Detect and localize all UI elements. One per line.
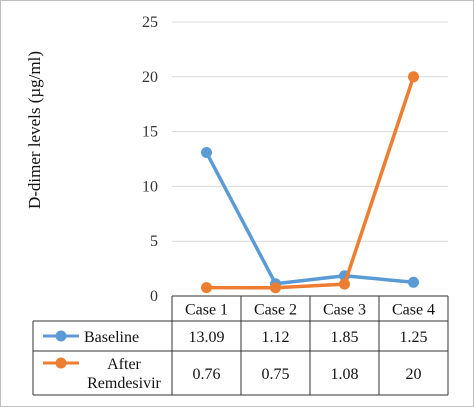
data-value: 0.76 — [193, 366, 221, 383]
data-value: 1.85 — [331, 329, 359, 346]
y-tick-label: 25 — [142, 14, 158, 31]
data-point — [201, 282, 212, 294]
gridlines — [172, 21, 448, 242]
data-table: Case 1 Case 2 Case 3 Case 4 Baseline 13.09 1.1… — [32, 295, 449, 396]
data-value: 0.75 — [262, 366, 290, 383]
data-point — [339, 278, 350, 290]
data-point — [408, 276, 419, 288]
data-point — [270, 282, 281, 294]
y-tick-label: 20 — [142, 69, 158, 86]
legend-key-marker — [55, 357, 67, 369]
y-tick-label: 15 — [142, 124, 158, 141]
data-point — [201, 147, 212, 159]
data-value: 1.08 — [331, 366, 359, 383]
legend-entry: After Remdesivir — [87, 356, 161, 392]
category-label: Case 2 — [254, 302, 297, 319]
data-value: 1.25 — [400, 329, 428, 346]
legend-key-marker — [55, 330, 67, 342]
category-label: Case 1 — [185, 302, 228, 319]
series-line — [206, 76, 416, 290]
data-value: 20 — [406, 366, 422, 383]
data-value: 1.12 — [262, 329, 290, 346]
y-tick-label: 5 — [150, 233, 158, 250]
y-axis-label: D-dimer levels (µg/ml) — [25, 51, 44, 209]
category-label: Case 3 — [323, 302, 366, 319]
y-tick-label: 10 — [142, 178, 158, 195]
series-lines — [201, 71, 419, 294]
y-axis-ticks: 0 5 10 15 20 25 — [142, 14, 158, 305]
series-line — [204, 151, 414, 286]
y-tick-label: 0 — [150, 288, 158, 305]
data-value: 13.09 — [189, 329, 225, 346]
category-label: Case 4 — [392, 302, 435, 319]
data-point — [408, 71, 419, 83]
legend-entry: Baseline — [84, 329, 139, 346]
